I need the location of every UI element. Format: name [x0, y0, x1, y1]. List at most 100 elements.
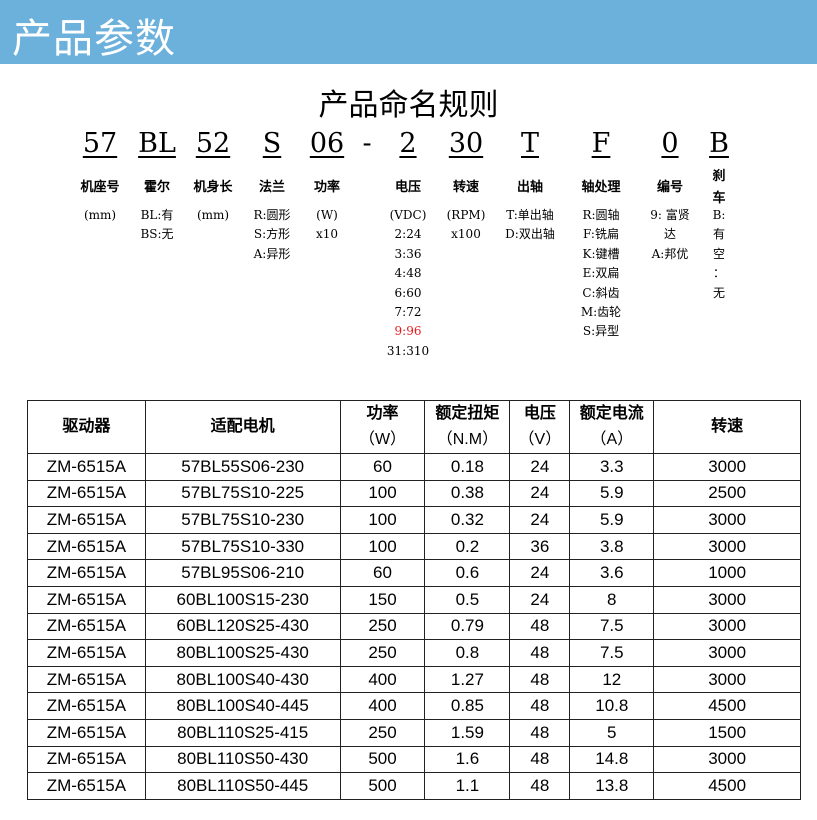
naming-code: 52 — [173, 128, 253, 159]
table-row: ZM-6515A 80BL110S25-415 250 1.59 48 5 1500 — [27, 718, 801, 747]
header-text: 转速 — [711, 418, 744, 435]
detail-line: A:异形 — [253, 246, 291, 261]
naming-code: BL — [117, 128, 197, 159]
table-cell: 48 — [509, 665, 571, 694]
naming-label: 机身长 — [193, 180, 233, 195]
column-header: 转速 — [653, 400, 801, 454]
naming-code: - — [327, 128, 407, 159]
table-cell: 3000 — [653, 745, 801, 774]
table-cell: 48 — [509, 612, 571, 641]
table-cell: ZM-6515A — [27, 692, 146, 720]
header-text: （V） — [518, 431, 562, 448]
table-cell: 60 — [339, 559, 426, 587]
table-cell: 0.18 — [424, 453, 511, 481]
column-header: 功率 （W） — [339, 400, 426, 454]
naming-details: T:单出轴 D:双出轴 — [490, 206, 570, 245]
detail-line: S:方形 — [253, 227, 291, 242]
table-cell: 1500 — [653, 718, 801, 747]
table-cell: 250 — [339, 612, 426, 641]
detail-line: 31:310 — [386, 343, 430, 358]
table-cell: 48 — [509, 692, 571, 720]
naming-code: 0 — [630, 128, 710, 159]
table-cell: 100 — [339, 479, 426, 508]
code-segment: B — [709, 128, 729, 159]
table-cell: 60 — [339, 453, 426, 481]
table-cell: 500 — [339, 772, 426, 800]
table-cell: 3000 — [653, 612, 801, 641]
table-cell: 48 — [509, 772, 571, 800]
code-segment: T — [520, 128, 539, 159]
table-cell: 80BL110S50-430 — [144, 745, 341, 774]
table-cell: 1.1 — [424, 772, 511, 800]
table-cell: 0.2 — [424, 532, 511, 561]
table-row: ZM-6515A 80BL110S50-445 500 1.1 48 13.8 4500 — [27, 772, 801, 800]
code-segment: 52 — [195, 128, 231, 159]
table-cell: 13.8 — [569, 772, 655, 800]
detail-line: R:圆轴 — [582, 208, 620, 222]
table-cell: ZM-6515A — [27, 665, 146, 694]
table-cell: 250 — [339, 639, 426, 667]
naming-code: F — [561, 128, 641, 159]
naming-code: 30 — [426, 128, 506, 159]
table-cell: ZM-6515A — [27, 479, 146, 508]
table-cell: 0.5 — [424, 585, 511, 614]
naming-code: T — [490, 128, 570, 159]
table-cell: ZM-6515A — [27, 612, 146, 641]
naming-label: 法兰 — [258, 180, 285, 195]
table-row: ZM-6515A 57BL95S06-210 60 0.6 24 3.6 1000 — [27, 559, 801, 587]
table-cell: 400 — [339, 692, 426, 720]
naming-label: 霍尔 — [143, 180, 170, 195]
table-cell: 48 — [509, 718, 571, 747]
table-cell: 5 — [569, 718, 655, 747]
naming-details: R:圆形 S:方形 A:异形 — [232, 206, 312, 264]
detail-line: 2:24 — [394, 227, 422, 242]
table-cell: 0.6 — [424, 559, 511, 587]
naming-label: 功率 — [313, 180, 340, 195]
table-cell: 7.5 — [569, 639, 655, 667]
detail-line: T:单出轴 — [506, 208, 554, 222]
naming-code: B — [679, 128, 759, 159]
code-segment: - — [362, 128, 372, 159]
table-cell: 4500 — [653, 692, 801, 720]
detail-line: 空 — [712, 246, 725, 261]
table-cell: 3.8 — [569, 532, 655, 561]
naming-details: B: 有空 ： 无 — [709, 206, 729, 303]
table-row: ZM-6515A 80BL100S40-445 400 0.85 48 10.8 4500 — [27, 692, 801, 720]
table-cell: 57BL75S10-225 — [144, 479, 341, 508]
naming-details: 9: 富贤达 A:邦优 — [630, 206, 710, 264]
table-cell: ZM-6515A — [27, 559, 146, 587]
table-cell: ZM-6515A — [27, 718, 146, 747]
banner-title: 产品参数 — [12, 16, 176, 62]
table-cell: 48 — [509, 639, 571, 667]
detail-line: D:双出轴 — [505, 227, 555, 242]
header-text: 额定电流 — [579, 405, 644, 422]
table-row: ZM-6515A 80BL110S50-430 500 1.6 48 14.8 3000 — [27, 745, 801, 774]
header-text: （A） — [590, 431, 634, 448]
table-cell: ZM-6515A — [27, 585, 146, 614]
table-row: ZM-6515A 80BL100S25-430 250 0.8 48 7.5 3000 — [27, 639, 801, 667]
naming-code: 06 — [287, 128, 367, 159]
table-header-row: 驱动器 适配电机 功率 （W） 额定扭矩 （N.M） 电压 （V） 额定电流 （A） 转速 — [27, 400, 801, 454]
table-cell: 1.59 — [424, 718, 511, 747]
code-segment: 30 — [448, 128, 484, 159]
table-cell: 3000 — [653, 506, 801, 534]
detail-line: 9:96 — [394, 324, 422, 339]
table-cell: 24 — [509, 453, 571, 481]
naming-details: (RPM) x100 — [426, 206, 506, 245]
table-cell: 3.6 — [569, 559, 655, 587]
table-cell: ZM-6515A — [27, 745, 146, 774]
detail-line: S:异型 — [582, 324, 620, 339]
naming-details: (VDC) 2:24 3:36 4:48 6:60 7:72 9:96 31:310 — [368, 206, 448, 361]
code-segment: 06 — [309, 128, 345, 159]
header-text: 功率 — [366, 405, 399, 422]
code-segment: 0 — [661, 128, 679, 159]
naming-label: 出轴 — [516, 180, 543, 195]
header-text: 驱动器 — [62, 418, 111, 435]
header-text: 电压 — [523, 405, 556, 422]
detail-line: (mm) — [83, 208, 117, 222]
table-cell: 1.27 — [424, 665, 511, 694]
detail-line: 7:72 — [394, 305, 422, 320]
table-cell: 36 — [509, 532, 571, 561]
table-cell: 10.8 — [569, 692, 655, 720]
detail-line: K:键槽 — [582, 246, 620, 261]
